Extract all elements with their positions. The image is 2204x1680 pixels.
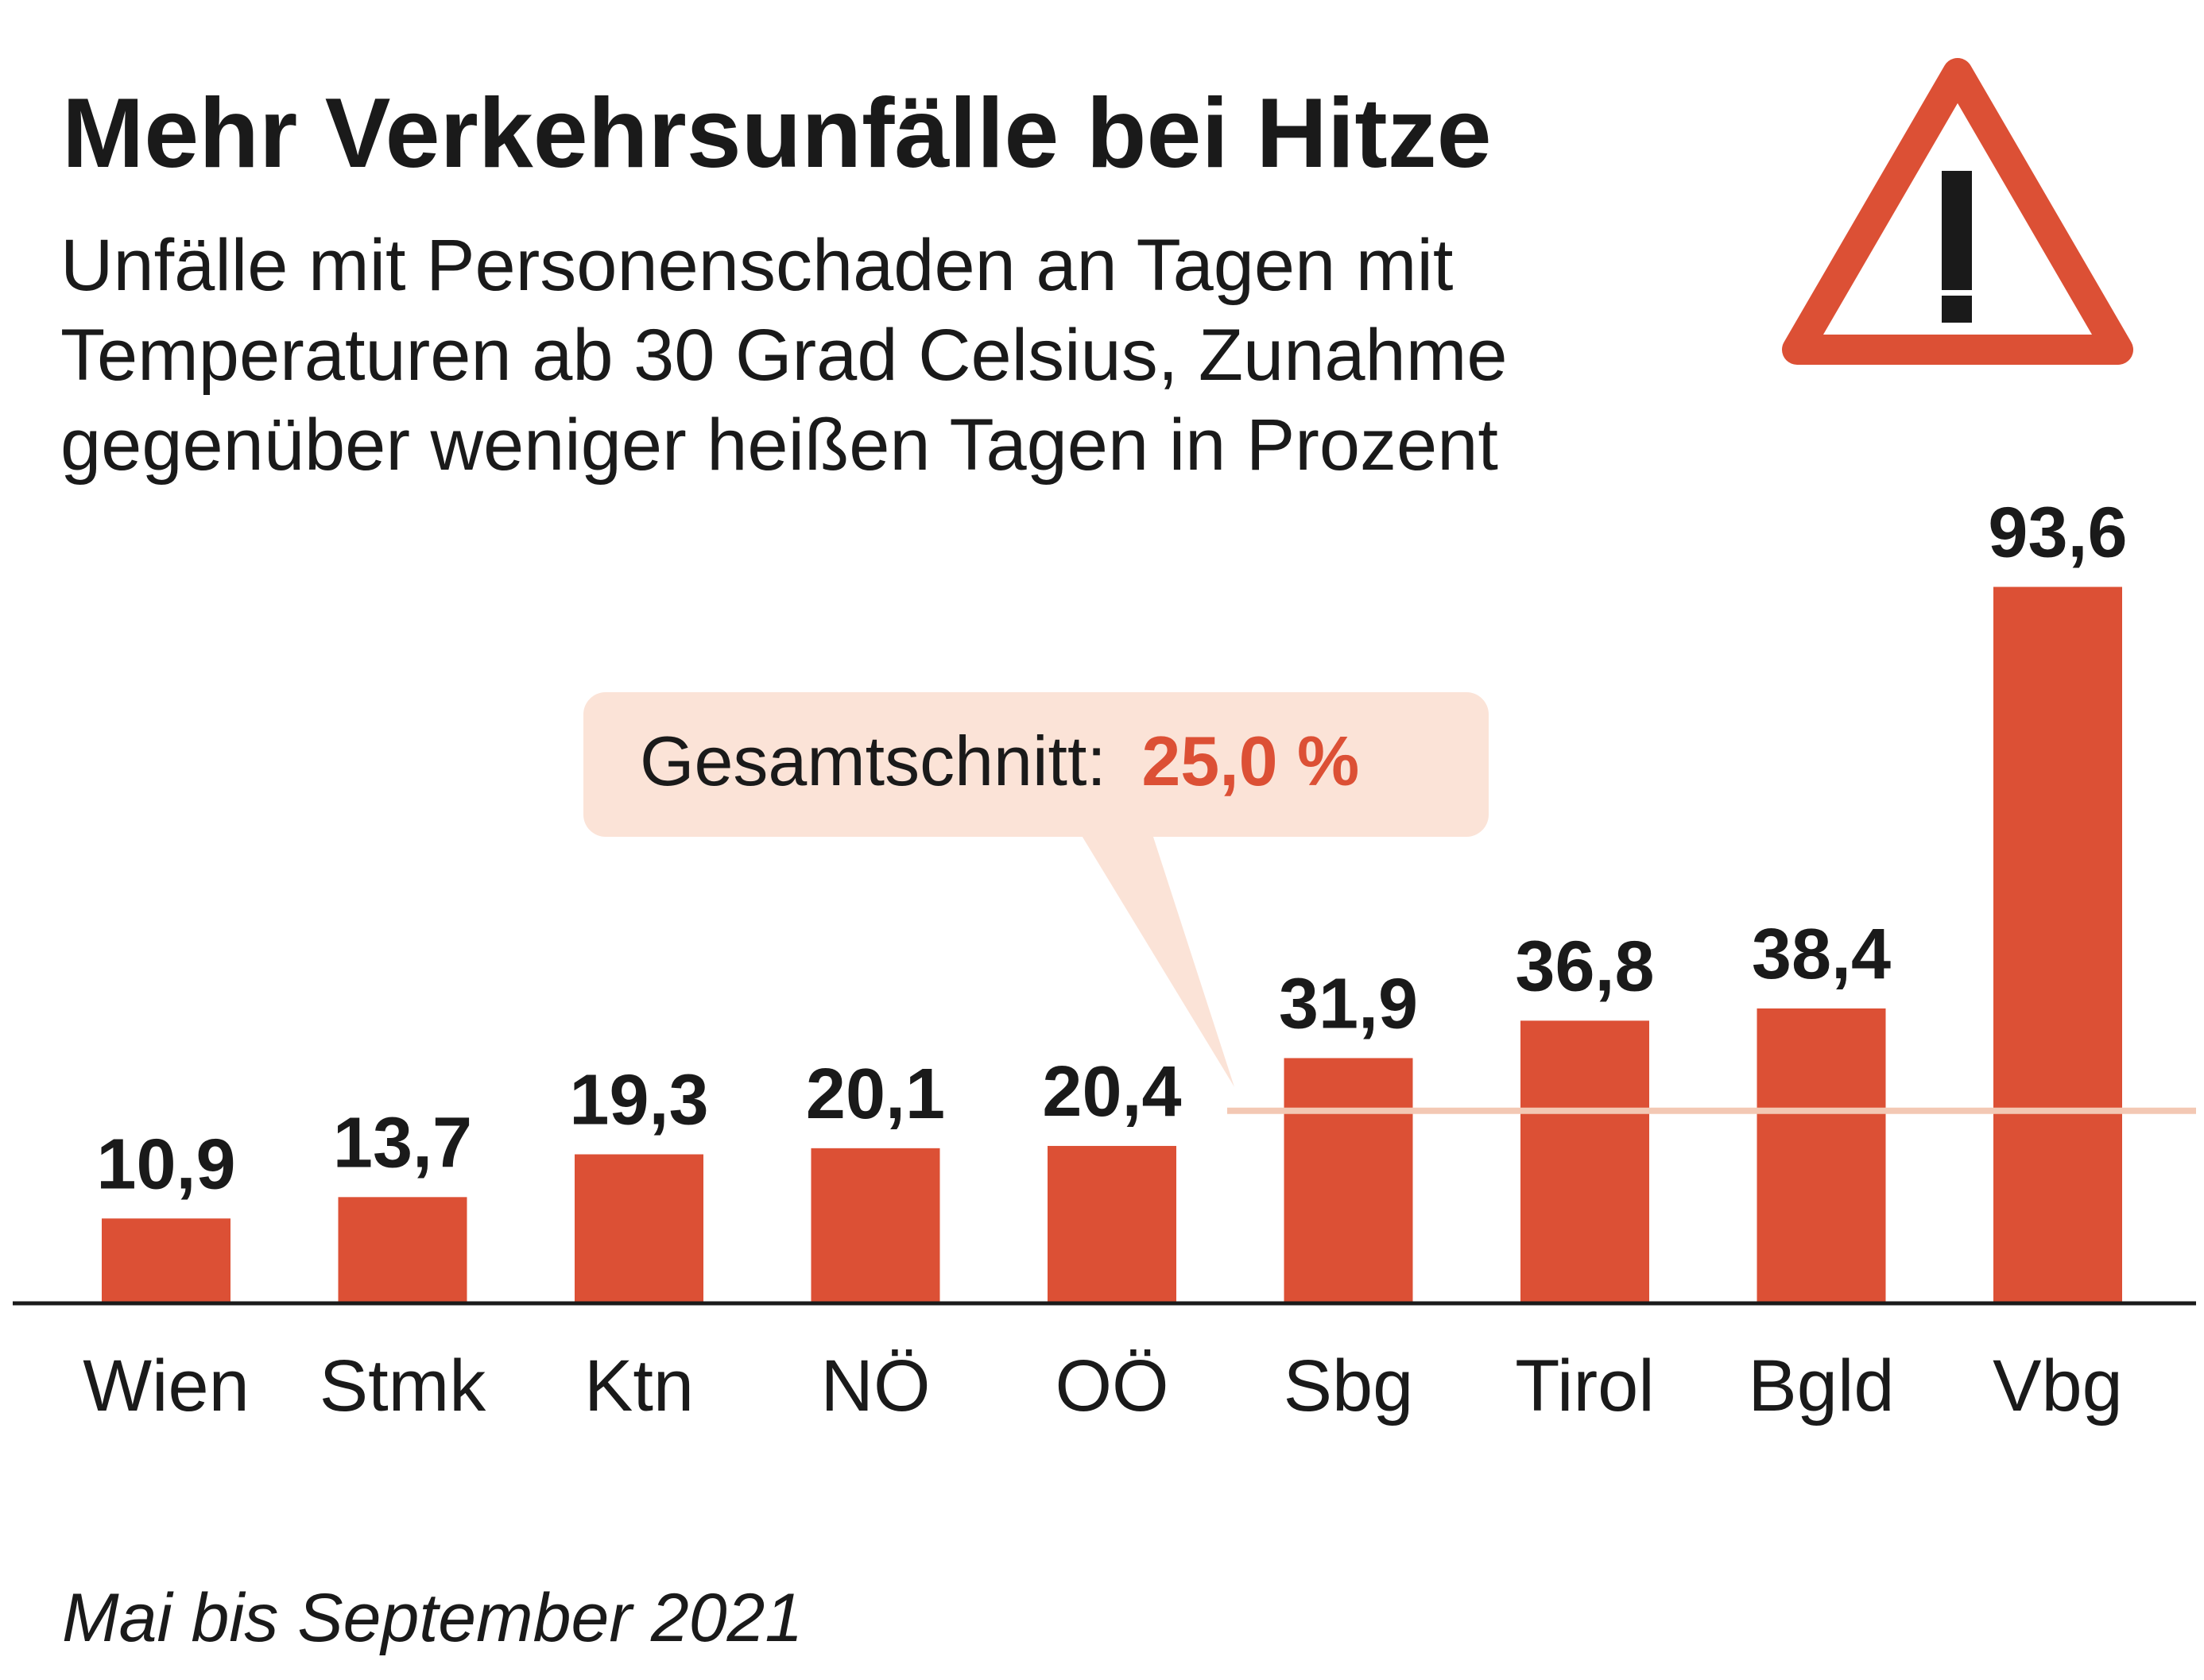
svg-text:Gesamtschnitt: 25,0 %: Gesamtschnitt: 25,0 % — [640, 722, 1359, 800]
bar-Sbg — [1284, 1058, 1413, 1302]
bar-Bgld — [1757, 1008, 1886, 1302]
bar-Wien — [102, 1218, 230, 1302]
bar-Stmk — [338, 1197, 467, 1302]
bar-OÖ — [1048, 1145, 1176, 1302]
category-label: NÖ — [821, 1345, 931, 1426]
value-label: 36,8 — [1515, 927, 1654, 1006]
bar-Tirol — [1520, 1020, 1649, 1302]
category-label: Wien — [83, 1345, 250, 1426]
category-label: Stmk — [320, 1345, 487, 1426]
subtitle-line-2: Temperaturen ab 30 Grad Celsius, Zunahme — [60, 315, 1508, 396]
bar-Ktn — [575, 1154, 703, 1302]
category-label: Ktn — [584, 1345, 694, 1426]
value-label: 20,1 — [806, 1055, 945, 1134]
footnote: Mai bis September 2021 — [62, 1580, 803, 1656]
value-label: 38,4 — [1752, 915, 1891, 994]
category-label: Bgld — [1748, 1345, 1894, 1426]
category-label: Tirol — [1515, 1345, 1654, 1426]
subtitle-line-3: gegenüber weniger heißen Tagen in Prozen… — [60, 405, 1498, 486]
value-label: 93,6 — [1988, 494, 2127, 573]
chart-title: Mehr Verkehrsunfälle bei Hitze — [62, 79, 1492, 188]
category-label: OÖ — [1055, 1345, 1168, 1426]
warning-triangle-icon — [1782, 58, 2133, 365]
value-label: 13,7 — [333, 1103, 472, 1183]
subtitle-line-1: Unfälle mit Personenschaden an Tagen mit — [60, 225, 1453, 306]
value-label: 10,9 — [96, 1125, 235, 1204]
bar-NÖ — [811, 1148, 940, 1302]
bar-Vbg — [1993, 586, 2122, 1302]
average-value: 25,0 % — [1141, 722, 1359, 800]
average-label: Gesamtschnitt: — [640, 722, 1106, 800]
value-label: 31,9 — [1279, 964, 1418, 1043]
value-label: 20,4 — [1042, 1052, 1181, 1132]
average-callout: Gesamtschnitt: 25,0 % — [583, 692, 1489, 1087]
category-label: Vbg — [1993, 1345, 2123, 1426]
value-label: 19,3 — [569, 1061, 708, 1140]
category-label: Sbg — [1284, 1345, 1414, 1426]
